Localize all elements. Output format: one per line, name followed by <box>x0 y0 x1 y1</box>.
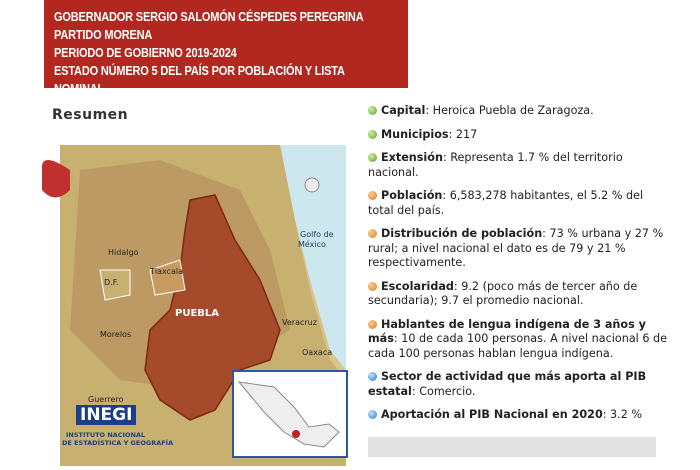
item-escolaridad: Escolaridad: 9.2 (poco más de tercer año… <box>368 279 638 307</box>
governor-line: GOBERNADOR SERGIO SALOMÓN CÉSPEDES PEREG… <box>54 10 364 24</box>
green-bullet-icon <box>368 106 377 115</box>
section-title: Resumen <box>52 107 129 123</box>
green-bullet-icon <box>368 129 377 139</box>
compass-icon <box>304 177 320 193</box>
blue-bullet-icon <box>368 372 377 381</box>
coat-of-arms-icon <box>41 160 70 198</box>
item-extension: Extensión: Representa 1.7 % del territor… <box>368 151 623 179</box>
green-bullet-icon <box>368 153 377 162</box>
summary-list: Capital: Heroica Puebla de Zaragoza. Mun… <box>368 104 668 432</box>
orange-bullet-icon <box>368 191 377 200</box>
item-lengua-indigena: Hablantes de lengua indígena de 3 años y… <box>368 317 668 360</box>
orange-bullet-icon <box>368 319 377 329</box>
orange-bullet-icon <box>368 281 377 291</box>
period-line: PERIODO DE GOBIERNO 2019-2024 <box>54 46 237 60</box>
item-distribucion: Distribución de población: 73 % urbana y… <box>368 227 664 269</box>
map-label-df: D.F. <box>104 278 119 287</box>
map-label-guerrero: Guerrero <box>88 395 124 404</box>
rank-line: ESTADO NÚMERO 5 DEL PAÍS POR POBLACIÓN Y… <box>54 64 345 96</box>
map-label-morelos: Morelos <box>100 330 132 339</box>
orange-bullet-icon <box>368 229 377 238</box>
map-label-mexico: México <box>298 240 326 249</box>
map-label-veracruz: Veracruz <box>282 318 317 327</box>
map-label-golfo: Golfo de <box>300 230 334 239</box>
header-banner: GOBERNADOR SERGIO SALOMÓN CÉSPEDES PEREG… <box>44 0 408 96</box>
map-label-hidalgo: Hidalgo <box>108 248 139 257</box>
puebla-map: Hidalgo Golfo de México D.F. Tlaxcala Ve… <box>40 130 346 466</box>
item-sector-pib: Sector de actividad que más aporta al PI… <box>368 370 647 398</box>
footer-bar <box>368 437 656 457</box>
mexico-inset-map <box>232 370 348 458</box>
item-capital: Capital: Heroica Puebla de Zaragoza. <box>368 104 668 119</box>
blue-bullet-icon <box>368 410 377 419</box>
item-poblacion: Población: 6,583,278 habitantes, el 5.2 … <box>368 189 644 217</box>
map-label-puebla: PUEBLA <box>175 308 220 319</box>
item-municipios: Municipios: 217 <box>368 128 668 143</box>
party-line: PARTIDO MORENA <box>54 28 153 42</box>
map-label-oaxaca: Oaxaca <box>302 348 333 357</box>
inegi-logo: INEGI INSTITUTO NACIONAL DE ESTADÍSTICA … <box>62 405 174 447</box>
map-label-tlaxcala: Tlaxcala <box>150 267 184 276</box>
item-aportacion-pib: Aportación al PIB Nacional en 2020: 3.2 … <box>368 408 668 423</box>
